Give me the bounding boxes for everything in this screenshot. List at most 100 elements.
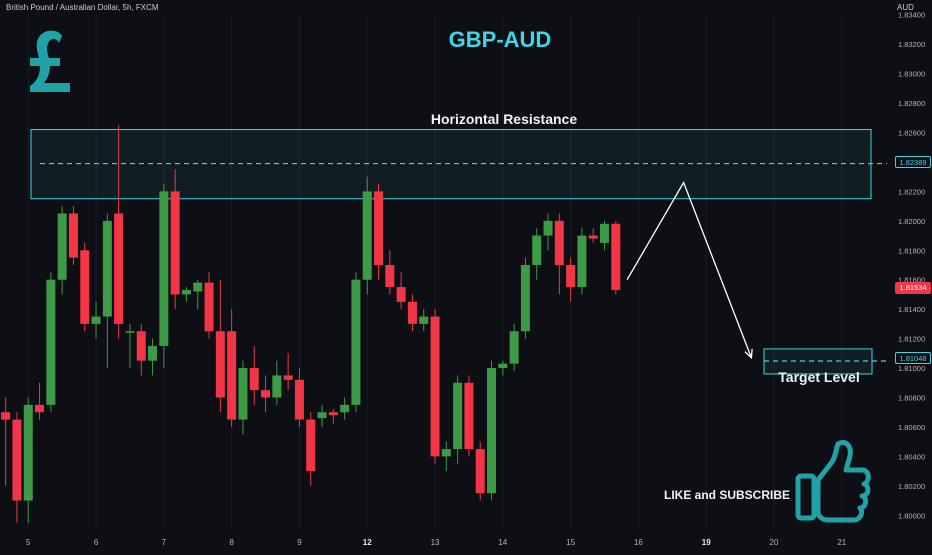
- candle-body: [204, 282, 214, 332]
- candle-body: [340, 404, 350, 413]
- candle: [520, 257, 530, 339]
- candle: [532, 228, 542, 280]
- candle-body: [317, 412, 327, 419]
- candle: [475, 441, 485, 501]
- candle-body: [396, 287, 406, 302]
- candle-body: [554, 220, 564, 265]
- candle: [317, 404, 327, 427]
- x-tick-label: 13: [431, 538, 440, 547]
- candle: [407, 294, 417, 332]
- candle: [46, 272, 56, 413]
- candle: [419, 309, 429, 332]
- candle-body: [283, 375, 293, 380]
- candle: [227, 309, 237, 427]
- candle-body: [407, 301, 417, 324]
- candle-body: [136, 331, 146, 361]
- candle: [374, 184, 384, 280]
- candle: [396, 272, 406, 310]
- y-tick-label: 1.83000: [898, 70, 925, 79]
- candle-body: [611, 223, 621, 291]
- x-tick-label: 21: [837, 538, 846, 547]
- candle: [114, 125, 124, 339]
- x-tick-label: 5: [26, 538, 31, 547]
- y-tick-label: 1.80200: [898, 482, 925, 491]
- candle-body: [464, 382, 474, 450]
- candle-body: [46, 279, 56, 405]
- y-tick-label: 1.81600: [898, 276, 925, 285]
- candle: [351, 272, 361, 413]
- candle-body: [543, 220, 553, 236]
- candle-body: [170, 191, 180, 295]
- x-tick-label: 15: [566, 538, 575, 547]
- y-tick-label: 1.82800: [898, 99, 925, 108]
- candle-body: [475, 449, 485, 494]
- candle: [577, 228, 587, 295]
- candle: [181, 287, 191, 302]
- projection-arrowhead: [744, 348, 753, 360]
- candle: [385, 250, 395, 295]
- symbol-title[interactable]: British Pound / Australian Dollar, 5h, F…: [6, 3, 159, 12]
- candle: [80, 242, 90, 332]
- zone-layer: [30, 129, 887, 375]
- candle-body: [362, 191, 372, 280]
- candle-body: [68, 213, 78, 258]
- overlay-layer: [626, 181, 753, 360]
- x-tick-label: 7: [162, 538, 167, 547]
- candle: [159, 184, 169, 369]
- y-tick-label: 1.83200: [898, 40, 925, 49]
- candle-body: [532, 235, 542, 265]
- x-tick-label: 19: [702, 538, 711, 547]
- candle: [12, 412, 22, 523]
- candle-body: [385, 265, 395, 288]
- candle-body: [261, 390, 271, 398]
- candle-body: [12, 419, 22, 501]
- candle-body: [227, 331, 237, 420]
- y-tick-label: 1.81800: [898, 246, 925, 255]
- candle: [294, 368, 304, 427]
- y-tick-label: 1.83400: [898, 11, 925, 20]
- candle: [238, 360, 248, 435]
- candle: [249, 345, 259, 405]
- candle-body: [577, 235, 587, 288]
- candle: [441, 441, 451, 472]
- candle: [102, 213, 112, 369]
- candle: [23, 397, 33, 523]
- candle: [362, 176, 372, 295]
- y-tick-label: 1.82000: [898, 217, 925, 226]
- candle-body: [91, 316, 101, 324]
- currency-label: AUD: [897, 3, 914, 12]
- candle-body: [1, 412, 11, 420]
- x-tick-label: 6: [94, 538, 99, 547]
- y-tick-label: 1.82600: [898, 129, 925, 138]
- candle-body: [498, 363, 508, 369]
- candle-body: [114, 213, 124, 324]
- candle-body: [351, 279, 361, 405]
- candle: [588, 228, 598, 243]
- candle: [170, 169, 180, 310]
- candle-body: [215, 331, 225, 398]
- candle-body: [430, 316, 440, 457]
- candle-body: [57, 213, 67, 280]
- candle: [68, 206, 78, 265]
- candle: [328, 409, 338, 424]
- candle: [57, 206, 67, 295]
- candle: [272, 360, 282, 405]
- candle: [611, 220, 621, 295]
- y-tick-label: 1.80800: [898, 394, 925, 403]
- y-tick-label: 1.81200: [898, 335, 925, 344]
- x-tick-label: 8: [229, 538, 234, 547]
- candle: [464, 375, 474, 457]
- candle: [261, 375, 271, 413]
- candle-body: [249, 368, 259, 391]
- candle: [283, 353, 293, 391]
- candle-body: [80, 250, 90, 324]
- candle-body: [600, 223, 610, 243]
- x-tick-label: 14: [498, 538, 507, 547]
- candle-layer: [1, 125, 621, 523]
- candle: [430, 309, 440, 464]
- y-tick-label: 1.80000: [898, 511, 925, 520]
- candle: [306, 412, 316, 486]
- candle-body: [441, 449, 451, 457]
